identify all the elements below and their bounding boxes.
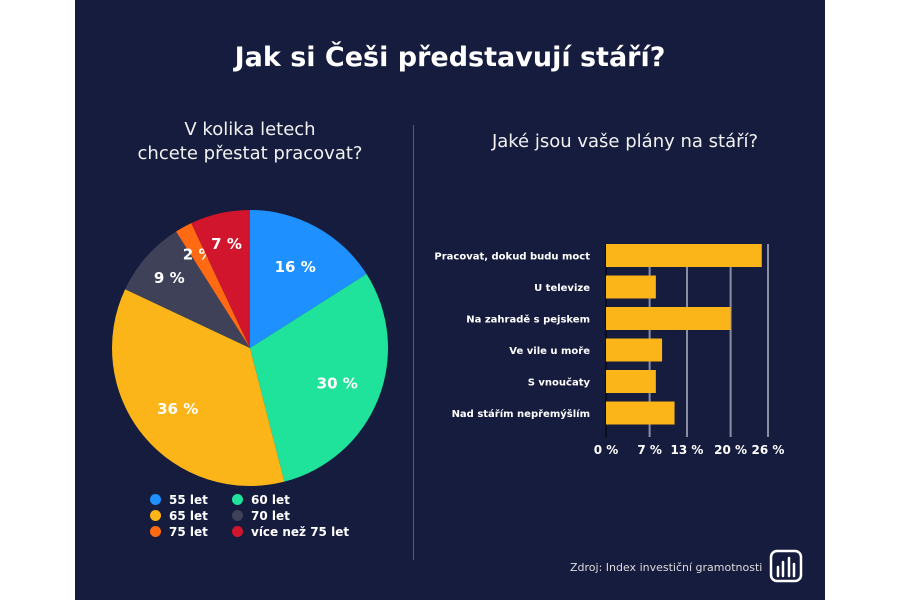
pie-slice: [250, 274, 388, 482]
legend-item: 65 let: [150, 509, 208, 523]
pie-data-label: 30 %: [317, 375, 358, 393]
legend-label: 75 let: [169, 525, 208, 539]
page-title: Jak si Češi představují stáří?: [234, 42, 666, 73]
y-category-label: S vnoučaty: [528, 377, 591, 389]
y-category-label: U televize: [534, 283, 590, 294]
pie-slice: [125, 231, 250, 348]
pie-title-line-1: V kolika letech: [184, 119, 316, 140]
y-category-label: Pracovat, dokud budu moct: [434, 252, 590, 263]
infographic-panel: Jak si Češi představují stáří? V kolika …: [75, 0, 825, 600]
bar: [606, 244, 762, 267]
bar: [606, 401, 675, 425]
legend-label: 65 let: [169, 509, 208, 523]
legend-swatch: [232, 494, 243, 505]
legend-item: více než 75 let: [232, 525, 349, 539]
charts-svg: 16 %30 %36 %9 %2 %7 %0 % 7 % 13 % 20 % 26 %P…: [111, 210, 785, 487]
y-category-label: Ve vile u moře: [509, 345, 590, 357]
pie-slice: [191, 210, 250, 348]
x-tick-label: 0 %: [594, 443, 619, 457]
x-tick-label: 20 %: [714, 443, 747, 457]
x-tick-label: 26 %: [752, 443, 785, 457]
legend-swatch: [150, 510, 161, 521]
x-tick-label: 7 %: [637, 443, 662, 457]
legend-item: 55 let: [150, 493, 208, 507]
bar-title: Jaké jsou vaše plány na stáří?: [491, 131, 759, 152]
legend-swatch: [150, 494, 161, 505]
pie-title: V kolika letech chcete přestat pracovat?: [135, 118, 365, 166]
legend-item: 75 let: [150, 525, 208, 539]
legend-label: 60 let: [251, 493, 290, 507]
pie-slice: [176, 223, 250, 348]
pie-data-label: 7 %: [211, 235, 242, 253]
legend-label: 55 let: [169, 493, 208, 507]
bar: [606, 370, 656, 393]
source-note: Zdroj: Index investiční gramotnosti: [570, 561, 763, 574]
pie-data-label: 9 %: [154, 269, 185, 287]
pie-slice: [111, 289, 285, 487]
pie-slice: [250, 210, 367, 348]
pie-title-line-2: chcete přestat pracovat?: [137, 143, 363, 164]
pie-data-label: 36 %: [157, 400, 198, 418]
x-tick-label: 13 %: [671, 443, 704, 457]
legend-label: více než 75 let: [251, 525, 350, 539]
divider: [413, 125, 414, 560]
legend-swatch: [232, 526, 243, 537]
legend-label: 70 let: [251, 509, 290, 523]
pie-data-label: 16 %: [275, 258, 316, 276]
legend-swatch: [150, 526, 161, 537]
bar: [606, 307, 731, 330]
y-category-label: Na zahradě s pejskem: [466, 314, 590, 326]
legend-swatch: [232, 510, 243, 521]
legend-item: 70 let: [232, 509, 290, 523]
bar: [606, 338, 663, 362]
bar: [606, 275, 656, 299]
y-category-label: Nad stářím nepřemýšlím: [452, 408, 590, 420]
legend-item: 60 let: [232, 493, 290, 507]
bar-chart-logo-icon: [769, 549, 803, 583]
